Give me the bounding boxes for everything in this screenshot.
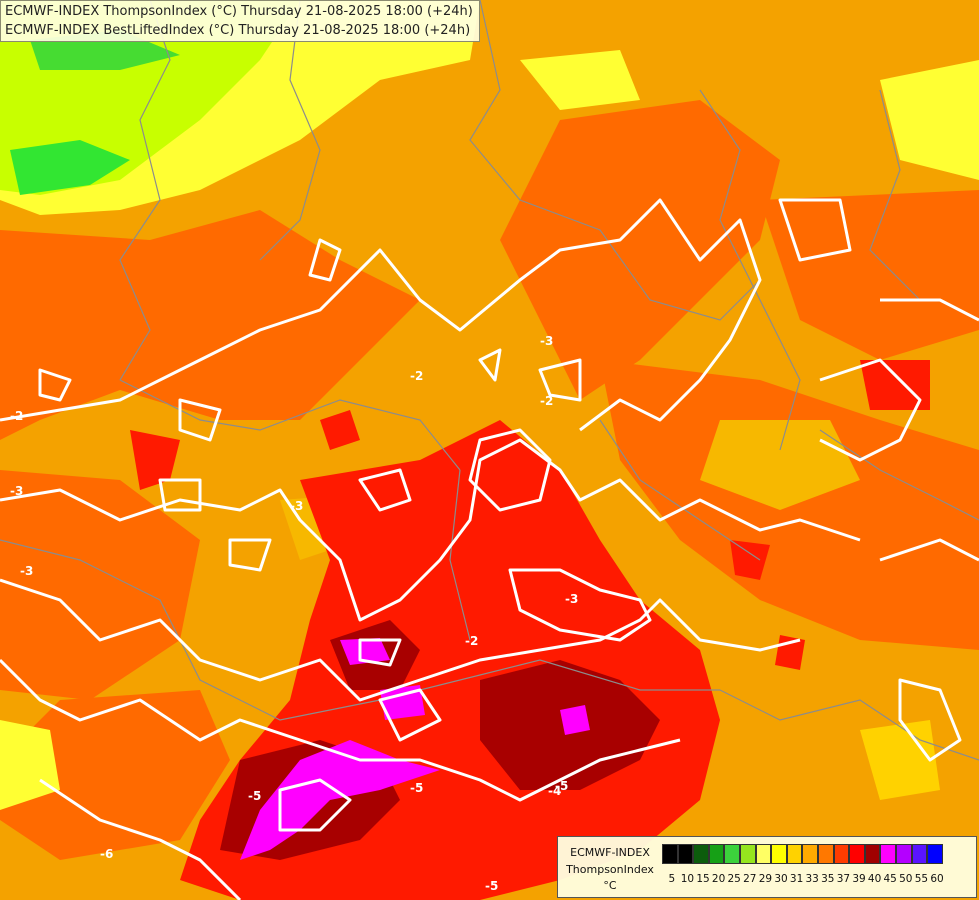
contour-label: -6 <box>100 847 113 861</box>
contour-label: -2 <box>410 369 423 383</box>
legend-swatch <box>786 844 803 864</box>
legend-tick-label: 50 <box>899 873 913 885</box>
legend-tick-label: 25 <box>727 873 741 885</box>
legend-swatches <box>662 844 943 864</box>
legend-swatch <box>849 844 865 864</box>
contour-label: -2 <box>540 394 553 408</box>
legend-swatch <box>677 844 694 864</box>
legend-tick-label: 29 <box>758 873 773 885</box>
legend-swatch <box>771 844 787 864</box>
contour-label: -3 <box>565 592 578 606</box>
legend-tick-label: 37 <box>836 873 851 885</box>
legend-swatch <box>693 844 709 864</box>
legend-tick-label: 27 <box>743 873 757 885</box>
color-legend: ECMWF-INDEX ThompsonIndex °C 5 10 15 20 25 27… <box>557 836 977 898</box>
contour-label: -5 <box>410 781 423 795</box>
legend-parameter: ThompsonIndex <box>566 863 654 876</box>
contour-label: -4 <box>548 784 561 798</box>
contour-label: -2 <box>465 634 478 648</box>
legend-swatch <box>802 844 818 864</box>
legend-tick-label: 60 <box>930 873 944 885</box>
legend-tick-label: 45 <box>883 873 897 885</box>
legend-swatch <box>911 844 928 864</box>
contour-label: -2 <box>10 409 23 423</box>
legend-source: ECMWF-INDEX <box>570 846 650 859</box>
legend-tick-label: 5 <box>668 873 676 885</box>
legend-ticks: 5 10 15 20 25 27 29 30 31 33 35 37 39 40 45 50 55 60 <box>662 873 974 887</box>
legend-swatch <box>724 844 740 864</box>
legend-swatch <box>864 844 881 864</box>
legend-tick-label: 55 <box>914 873 929 885</box>
title-thompson-index: ECMWF-INDEX ThompsonIndex (°C) Thursday … <box>5 4 473 19</box>
title-best-lifted-index: ECMWF-INDEX BestLiftedIndex (°C) Thursda… <box>5 23 471 38</box>
legend-tick-label: 39 <box>852 873 866 885</box>
legend-tick-label: 10 <box>680 873 695 885</box>
legend-tick-label: 35 <box>821 873 835 885</box>
legend-swatch <box>895 844 912 864</box>
contour-label: -5 <box>485 879 498 893</box>
legend-unit: °C <box>603 879 617 892</box>
contour-label: -3 <box>290 499 303 513</box>
legend-swatch <box>927 844 943 864</box>
legend-swatch <box>739 844 756 864</box>
map-title-box: ECMWF-INDEX ThompsonIndex (°C) Thursday … <box>0 0 480 42</box>
legend-tick-label: 31 <box>789 873 804 885</box>
contour-label: -5 <box>555 779 568 793</box>
contour-labels: -2-2-2-2-3-3-3-3-3-4-5-5-5-5-6 <box>10 334 578 893</box>
contour-label: -3 <box>10 484 23 498</box>
legend-swatch <box>662 844 678 864</box>
legend-swatch <box>833 844 850 864</box>
legend-swatch <box>880 844 896 864</box>
contour-label: -5 <box>248 789 261 803</box>
legend-tick-label: 30 <box>774 873 788 885</box>
legend-tick-label: 33 <box>805 873 819 885</box>
legend-swatch <box>817 844 834 864</box>
contour-label: -3 <box>20 564 33 578</box>
contour-label: -3 <box>540 334 553 348</box>
legend-swatch <box>708 844 725 864</box>
legend-swatch <box>755 844 772 864</box>
legend-tick-label: 15 <box>696 873 710 885</box>
legend-tick-label: 20 <box>711 873 726 885</box>
legend-tick-label: 40 <box>867 873 882 885</box>
